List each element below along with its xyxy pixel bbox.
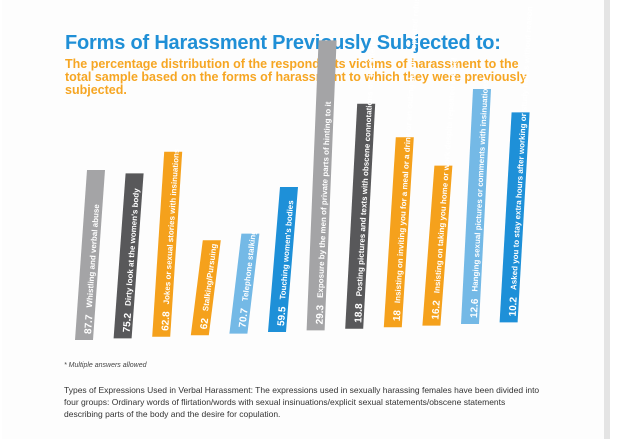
bar bbox=[113, 173, 144, 339]
footnote: * Multiple answers allowed bbox=[64, 362, 147, 369]
page-title: Forms of Harassment Previously Subjected… bbox=[65, 32, 501, 54]
bar-group: 62.8Jokes or sexual stories with insinua… bbox=[152, 148, 183, 337]
bar bbox=[268, 187, 298, 332]
bar-value-label: 62 bbox=[198, 317, 210, 330]
description-text: Types of Expressions Used in Verbal Hara… bbox=[64, 385, 540, 419]
page-subtitle: The percentage distribution of the respo… bbox=[65, 57, 527, 97]
bar-group: 62Stalking/Pursuing bbox=[190, 240, 221, 336]
bar bbox=[190, 240, 221, 336]
bar-group: 29.3Exposure by the men of private parts… bbox=[306, 40, 337, 331]
bar-value-label: 62.8 bbox=[160, 311, 172, 332]
bar-value-label: 12.6 bbox=[469, 298, 481, 318]
bar-group: 75.2Dirty look at the women's body bbox=[113, 173, 144, 339]
bar-value-label: 29.3 bbox=[314, 304, 326, 324]
bar-group: 87.7Whistling and verbal abuse bbox=[75, 170, 105, 340]
bar-group: 59.5Touching women's bodies bbox=[268, 187, 298, 332]
bar-value-label: 16.2 bbox=[430, 299, 442, 320]
bar-value-label: 18 bbox=[391, 309, 403, 321]
bar-value-label: 75.2 bbox=[121, 312, 133, 333]
bar bbox=[345, 103, 376, 329]
bar-value-label: 70.7 bbox=[237, 307, 250, 328]
bar-group: 18.8Posting pictures and texts with obsc… bbox=[345, 33, 378, 329]
bar bbox=[422, 165, 453, 326]
bar-group: 12.6Hanging sexual pictures or comments … bbox=[461, 79, 491, 324]
bar bbox=[229, 233, 260, 334]
bar-group: 18Insisting on inviting you for a meal o… bbox=[383, 0, 422, 328]
bar bbox=[306, 40, 337, 331]
bar-group: 70.7Telephone stalking bbox=[229, 229, 260, 334]
bar-group: 16.2Insisting on taking you home or work… bbox=[422, 57, 459, 326]
bar bbox=[499, 112, 530, 323]
bar bbox=[383, 137, 414, 328]
bar bbox=[152, 151, 183, 337]
bar-group: 10.2Asked you to stay extra hours after … bbox=[499, 6, 534, 323]
bar bbox=[461, 89, 491, 324]
bar-value-label: 18.8 bbox=[353, 303, 365, 323]
bar-value-label: 59.5 bbox=[276, 306, 289, 327]
bar bbox=[75, 170, 105, 340]
bar-value-label: 87.7 bbox=[83, 314, 95, 335]
bar-value-label: 10.2 bbox=[507, 296, 519, 316]
